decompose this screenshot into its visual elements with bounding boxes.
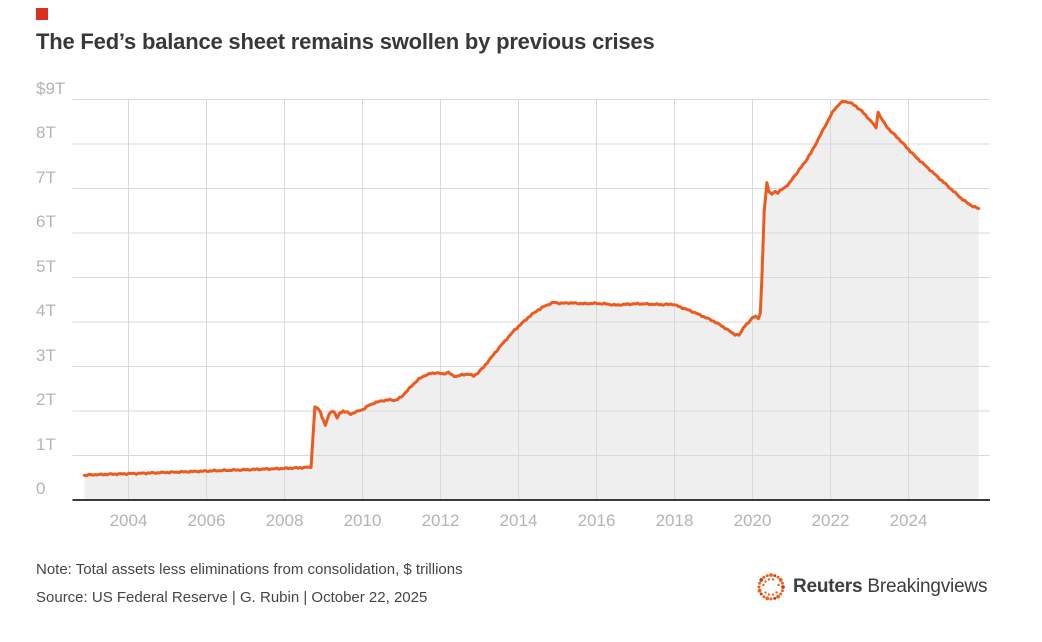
logo-dot (764, 580, 767, 583)
y-axis-label: 2T (36, 390, 56, 409)
source-text: Source: US Federal Reserve | G. Rubin | … (36, 589, 428, 606)
logo-dot (773, 574, 777, 578)
logo-dot (757, 588, 762, 593)
page-title: The Fed’s balance sheet remains swollen … (36, 29, 655, 54)
reuters-breakingviews-logo: Reuters Breakingviews (756, 571, 987, 603)
logo-dot (776, 575, 780, 579)
logo-dot (778, 578, 783, 582)
logo-dot (777, 583, 780, 587)
x-axis-label: 2022 (811, 511, 850, 530)
logo-dot (758, 581, 762, 585)
y-axis-label: $9T (36, 78, 66, 98)
logo-dot (771, 593, 775, 596)
y-axis-label: 8T (36, 123, 56, 142)
x-axis-label: 2024 (889, 511, 928, 530)
x-axis-label: 2012 (421, 511, 460, 530)
y-axis-label: 6T (36, 212, 56, 231)
logo-dot (765, 574, 769, 578)
series-line (82, 99, 981, 478)
logo-dot (779, 592, 783, 596)
note-text: Note: Total assets less eliminations fro… (36, 561, 463, 578)
logo-dot (762, 595, 766, 599)
logo-dot (762, 575, 766, 579)
logo-dot (762, 583, 765, 587)
logo-dot (775, 591, 778, 594)
x-axis-label: 2014 (499, 511, 538, 530)
x-axis-label: 2020 (733, 511, 772, 530)
logo-dot (767, 578, 771, 581)
x-axis-label: 2008 (265, 511, 304, 530)
logo-dot (764, 591, 767, 594)
logo-reuters-text: Reuters (793, 576, 863, 597)
y-axis-label: 1T (36, 434, 56, 454)
reuters-dotted-circle-icon (757, 573, 785, 601)
x-axis-label: 2006 (187, 511, 226, 530)
logo-dot (771, 578, 775, 581)
y-axis-label: 3T (36, 345, 56, 365)
logo-dot (769, 573, 773, 577)
logo-dot (781, 585, 785, 589)
logo-breakingviews-text: Breakingviews (867, 576, 988, 597)
y-axis-label: 7T (36, 167, 56, 187)
logo-dot (773, 596, 777, 600)
logo-dot (759, 578, 764, 582)
x-axis-label: 2004 (109, 511, 148, 530)
logo-dot (780, 581, 784, 585)
logo-dot (780, 589, 784, 593)
x-axis-label: 2016 (577, 511, 616, 530)
y-axis-label: 5T (36, 256, 56, 276)
y-axis-label: 4T (36, 301, 56, 320)
logo-dot (759, 592, 763, 596)
grid-lines (72, 99, 990, 500)
logo-dot (757, 585, 761, 589)
x-axis-label: 2010 (343, 511, 382, 530)
x-axis-label: 2018 (655, 511, 694, 530)
area-fill (84, 101, 979, 501)
logo-dot (776, 594, 780, 599)
logo-dot (767, 593, 771, 596)
y-axis-label: 0 (36, 479, 46, 498)
brand-kicker-square (36, 8, 48, 20)
logo-dot (769, 597, 773, 601)
logo-dot (765, 596, 770, 601)
